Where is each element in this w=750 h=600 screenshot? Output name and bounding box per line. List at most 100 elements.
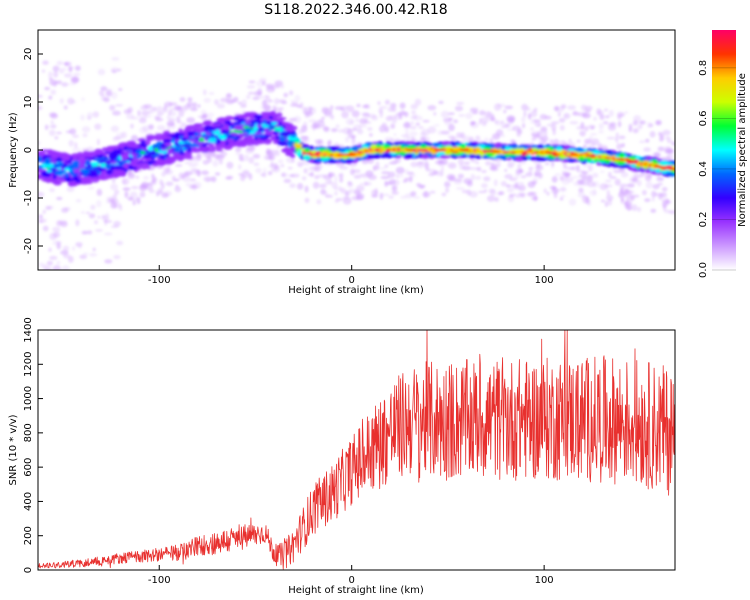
spectrogram-ridge-cell	[443, 141, 452, 146]
spectrogram-noise-cell	[399, 102, 406, 109]
spectrogram-noise-cell	[66, 186, 75, 193]
spectrogram-noise-cell	[588, 164, 594, 172]
spectrogram-noise-cell	[391, 107, 397, 112]
spectrogram-noise-cell	[521, 116, 526, 123]
spectrogram-noise-cell	[38, 218, 47, 223]
spectrogram-noise-cell	[490, 114, 495, 122]
spectrogram-noise-cell	[118, 88, 123, 91]
spectrogram-noise-cell	[510, 139, 515, 144]
spectrogram-noise-cell	[178, 110, 185, 117]
spectrogram-ridge-cell	[297, 149, 302, 155]
spectrogram-noise-cell	[533, 107, 538, 112]
spectrogram-noise-cell	[264, 95, 270, 99]
snr-y-tick-label: 0	[23, 567, 34, 573]
snr-y-tick-label: 400	[23, 492, 34, 511]
spectrogram-ridge-cell	[515, 156, 524, 162]
spectrogram-noise-cell	[87, 186, 95, 190]
spectrogram-noise-cell	[280, 107, 284, 111]
spectrogram-noise-cell	[646, 121, 652, 129]
spectrogram-noise-cell	[410, 116, 418, 120]
spectrogram-noise-cell	[589, 190, 597, 196]
spectrogram-noise-cell	[506, 187, 514, 193]
spectrogram-ridge-cell	[38, 168, 46, 172]
spectrogram-noise-cell	[507, 160, 516, 166]
snr-frame	[37, 329, 676, 571]
spectrogram-ridge-cell	[407, 144, 417, 150]
spectrogram-noise-cell	[445, 187, 449, 193]
spectrogram-noise-cell	[448, 135, 455, 140]
spectrogram-noise-cell	[340, 107, 347, 112]
spectrogram-ridge-cell	[439, 154, 447, 159]
spectrogram-noise-cell	[456, 102, 465, 105]
spectrogram-noise-cell	[111, 57, 120, 61]
spectrogram-noise-cell	[148, 124, 154, 131]
spectrogram-ridge-cell	[263, 139, 272, 145]
spectrogram-noise-cell	[48, 129, 56, 136]
spectrogram-noise-cell	[617, 120, 622, 128]
spectrogram-noise-cell	[138, 117, 147, 124]
spectrogram-noise-cell	[569, 121, 579, 125]
spectrogram-ridge-cell	[195, 128, 206, 133]
spectrogram-noise-cell	[433, 124, 440, 127]
spectrogram-noise-cell	[568, 198, 577, 206]
spectrogram-ridge-cell	[228, 140, 234, 144]
spectrogram-noise-cell	[246, 85, 256, 89]
spectrogram-ridge-cell	[289, 146, 296, 152]
spectrogram-noise-cell	[324, 181, 333, 185]
spectrogram-noise-cell	[151, 106, 158, 111]
spectrogram-noise-cell	[582, 109, 591, 112]
spectrogram-ridge-cell	[52, 173, 57, 180]
spectrogram-noise-cell	[56, 260, 61, 265]
spectrogram-noise-cell	[156, 125, 166, 131]
spectrogram-ridge-cell	[254, 141, 259, 146]
spectrogram-noise-cell	[206, 156, 212, 163]
spectrogram-noise-cell	[496, 192, 504, 196]
spectrogram-ridge-cell	[183, 133, 188, 137]
spectrogram-noise-cell	[38, 214, 43, 219]
spectrogram-noise-cell	[616, 143, 622, 151]
spectrogram-ridge-cell	[260, 115, 270, 121]
spectrogram-ridge-cell	[38, 155, 42, 159]
spectrogram-ridge-cell	[139, 158, 144, 162]
spectrogram-noise-cell	[644, 198, 651, 203]
spectrogram-ridge-cell	[469, 142, 479, 147]
spectrogram-noise-cell	[38, 141, 41, 146]
spectrogram-noise-cell	[532, 119, 541, 122]
spectrogram-noise-cell	[113, 202, 122, 209]
spectrogram-x-tick-label: 0	[349, 275, 355, 286]
spectrogram-noise-cell	[183, 173, 189, 178]
spectrogram-ridge-cell	[152, 143, 159, 148]
spectrogram-noise-cell	[59, 271, 63, 275]
spectrogram-noise-cell	[413, 196, 421, 199]
spectrogram-noise-cell	[49, 255, 58, 260]
spectrogram-noise-cell	[190, 107, 198, 112]
spectrogram-noise-cell	[61, 207, 69, 213]
spectrogram-ridge-cell	[460, 154, 467, 158]
spectrogram-ridge-cell	[223, 145, 229, 150]
spectrogram-noise-cell	[296, 104, 302, 108]
spectrogram-noise-cell	[314, 175, 320, 180]
spectrogram-noise-cell	[63, 253, 70, 259]
spectrogram-noise-cell	[186, 101, 193, 108]
spectrogram-noise-cell	[74, 142, 78, 149]
spectrogram-noise-cell	[289, 90, 294, 96]
spectrogram-noise-cell	[90, 204, 96, 210]
spectrogram-noise-cell	[135, 175, 140, 180]
spectrogram-noise-cell	[661, 187, 668, 192]
spectrogram-noise-cell	[297, 162, 303, 168]
spectrogram-noise-cell	[379, 192, 384, 200]
spectrogram-noise-cell	[592, 181, 600, 188]
spectrogram-noise-cell	[506, 123, 512, 128]
spectrogram-ridge-cell	[498, 154, 507, 160]
spectrogram-noise-cell	[252, 153, 261, 159]
spectrogram-ridge-cell	[369, 144, 377, 150]
spectrogram-noise-cell	[394, 113, 402, 120]
spectrogram-ridge-cell	[49, 159, 57, 164]
spectrogram-noise-cell	[267, 171, 273, 176]
spectrogram-noise-cell	[71, 76, 79, 84]
spectrogram-ridge-cell	[100, 163, 107, 168]
spectrogram-noise-cell	[226, 93, 232, 97]
spectrogram-noise-cell	[422, 158, 429, 164]
spectrogram-noise-cell	[67, 255, 74, 263]
spectrogram-noise-cell	[127, 106, 133, 114]
